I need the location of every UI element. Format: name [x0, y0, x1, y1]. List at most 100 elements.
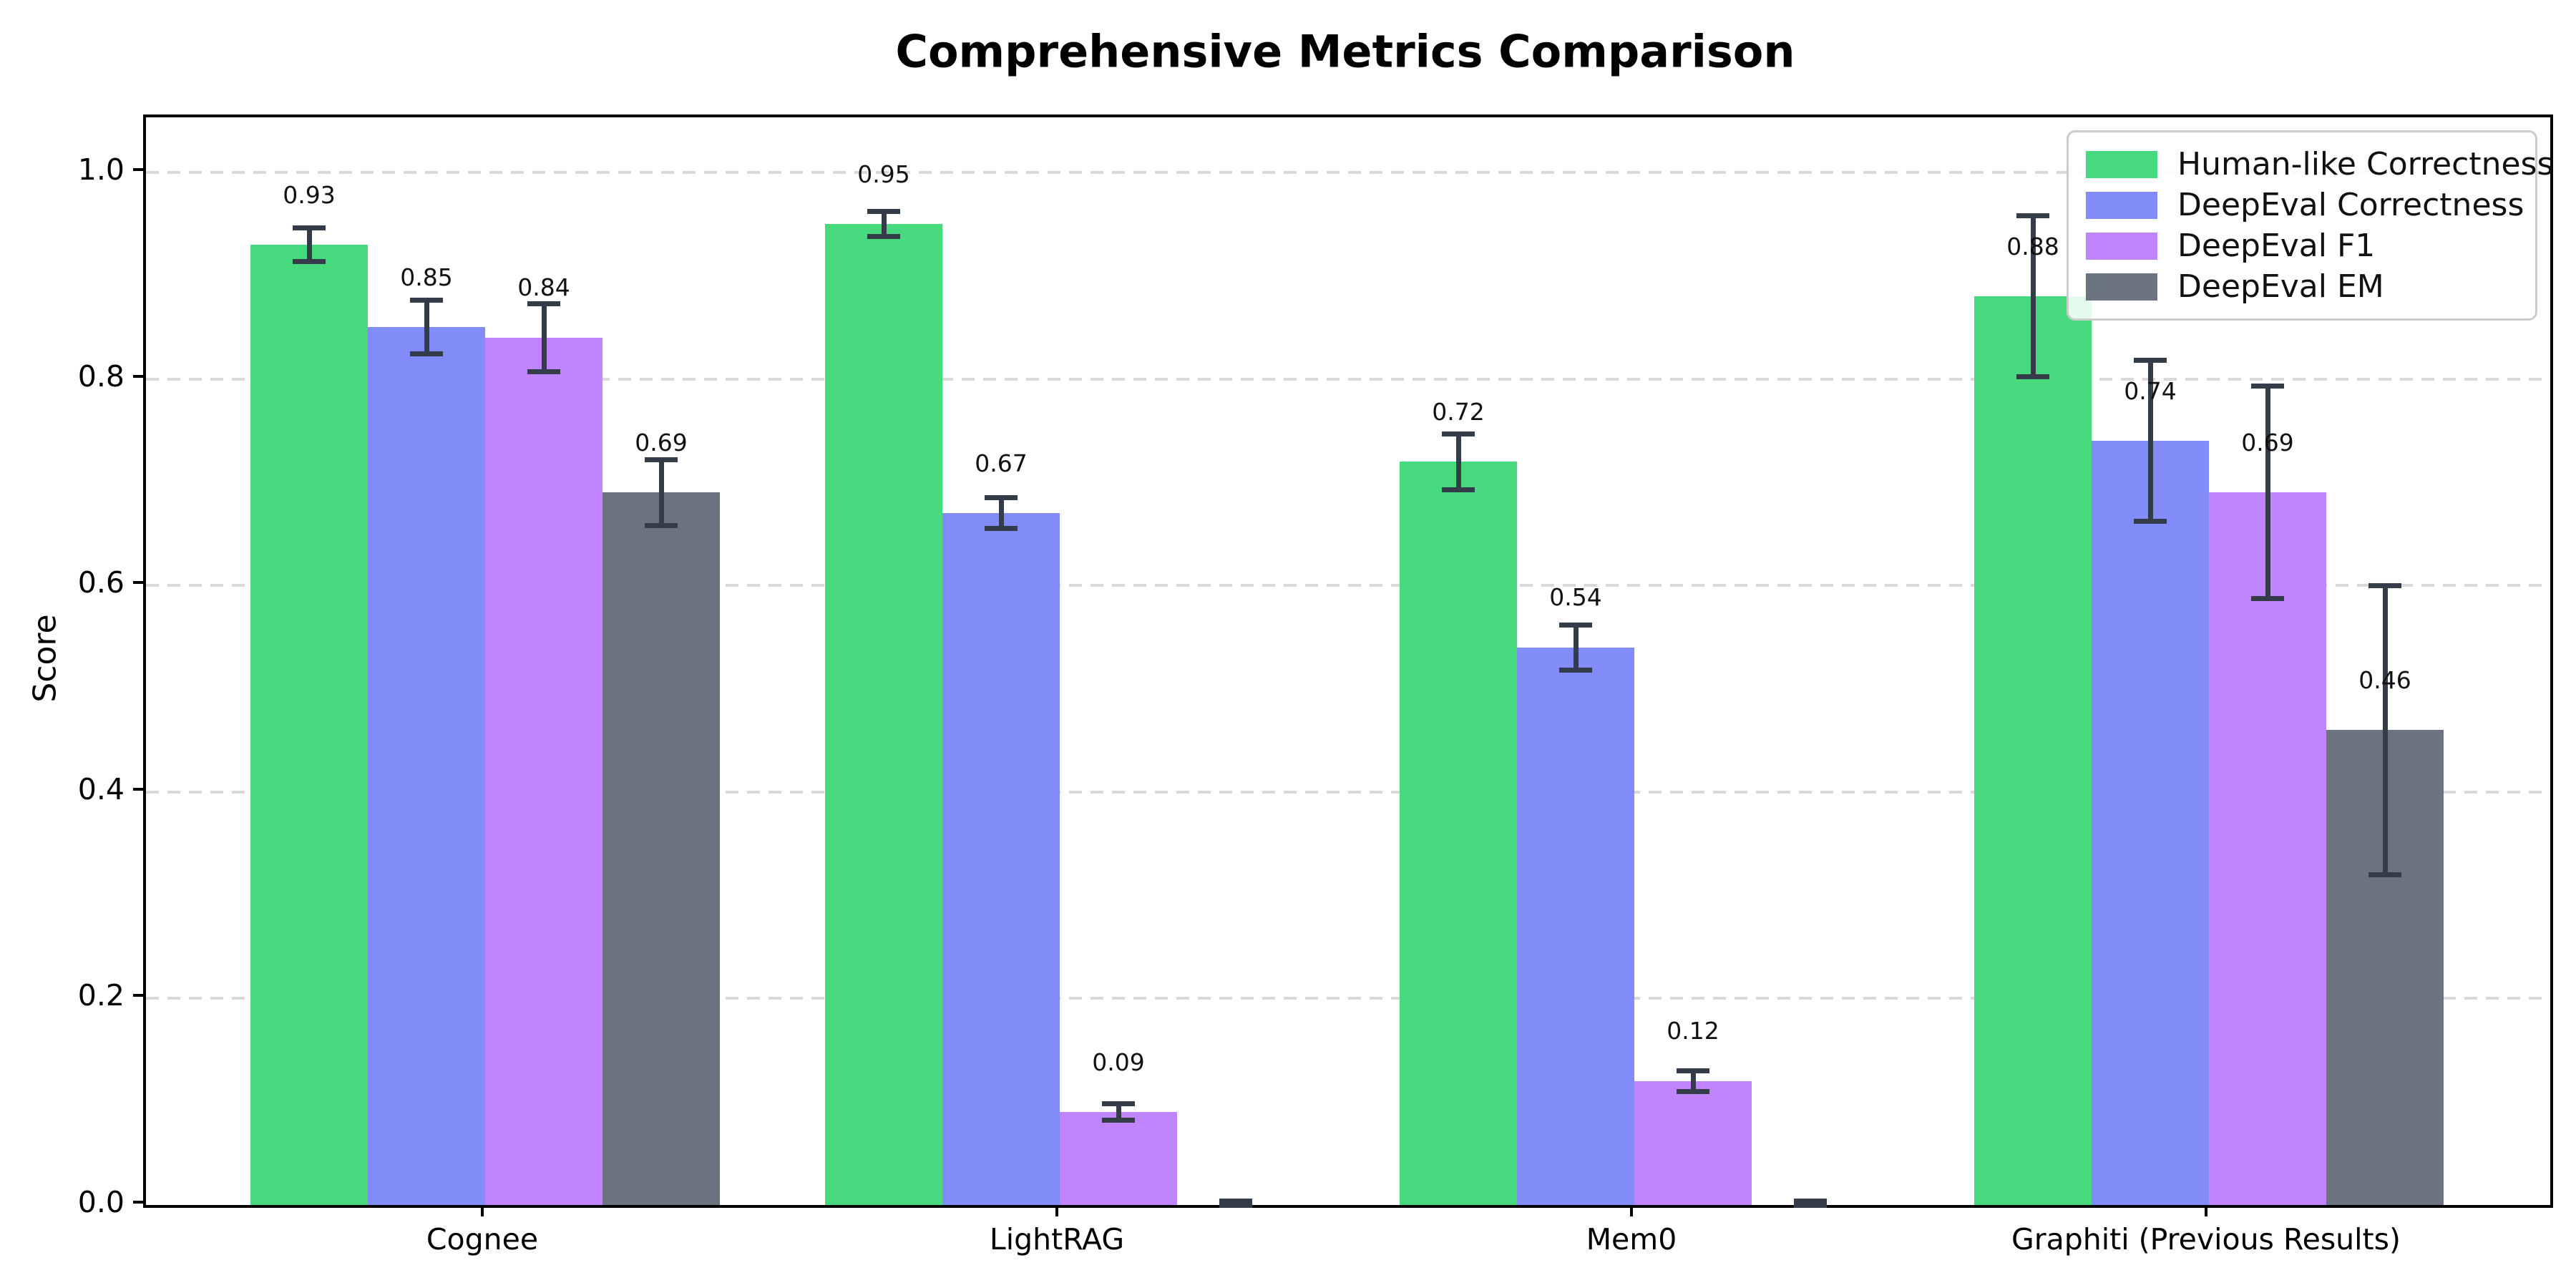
error-bar-cap-bottom	[867, 233, 900, 239]
error-bar-line	[881, 211, 887, 237]
error-bar-cap-bottom	[985, 526, 1018, 532]
value-label: 0.09	[1092, 1048, 1145, 1076]
y-tick-label: 0.8	[77, 358, 125, 394]
error-bar-cap-bottom	[527, 369, 560, 374]
error-bar-cap-top	[2368, 582, 2401, 588]
legend-swatch	[2086, 150, 2157, 178]
x-tick-label: Cognee	[426, 1222, 539, 1257]
value-label: 0.84	[517, 273, 570, 302]
error-bar-cap-top	[2251, 384, 2284, 389]
bar	[1634, 1080, 1752, 1205]
gridline	[146, 584, 2550, 587]
error-bar-line	[1455, 434, 1461, 490]
error-bar-cap-bottom	[645, 523, 678, 529]
error-bar-cap-bottom	[2016, 374, 2049, 380]
error-bar-line	[998, 497, 1004, 529]
y-tick-label: 0.2	[77, 978, 125, 1013]
error-bar-cap-top	[2134, 358, 2167, 364]
legend-row: Human-like Correctness	[2086, 144, 2553, 185]
bar	[2092, 441, 2209, 1205]
bar	[602, 492, 720, 1205]
value-label: 0.72	[1432, 397, 1485, 426]
error-bar-cap-bottom	[1794, 1202, 1827, 1208]
value-label: 0.69	[635, 428, 688, 457]
legend-row: DeepEval EM	[2086, 266, 2518, 307]
error-bar-line	[1573, 625, 1579, 670]
legend-swatch	[2086, 273, 2157, 301]
gridline	[146, 377, 2550, 381]
error-bar-cap-bottom	[2251, 596, 2284, 602]
error-bar-cap-top	[985, 495, 1018, 501]
error-bar-cap-top	[527, 301, 560, 306]
bar	[825, 224, 942, 1205]
error-bar-line	[2382, 585, 2388, 875]
legend-swatch	[2086, 232, 2157, 260]
error-bar-line	[2265, 386, 2270, 599]
value-label: 0.12	[1667, 1017, 1719, 1045]
value-label: 0.95	[857, 160, 910, 188]
bar	[942, 513, 1060, 1205]
error-bar-cap-top	[1559, 622, 1592, 628]
error-bar-cap-top	[1219, 1198, 1252, 1204]
y-axis-label: Score	[26, 614, 64, 703]
chart-title: Comprehensive Metrics Comparison	[895, 25, 1795, 78]
error-bar-cap-bottom	[1219, 1202, 1252, 1208]
value-label: 0.74	[2124, 376, 2177, 405]
y-tick-mark	[133, 581, 143, 585]
error-bar-line	[306, 228, 312, 262]
legend-swatch	[2086, 191, 2157, 219]
y-tick-label: 0.6	[77, 565, 125, 600]
x-tick-label: Graphiti (Previous Results)	[2011, 1222, 2401, 1257]
value-label: 0.93	[283, 180, 336, 209]
value-label: 0.88	[2006, 232, 2059, 260]
bar	[2209, 492, 2326, 1205]
bar	[1517, 647, 1634, 1205]
error-bar-line	[541, 303, 547, 372]
error-bar-cap-top	[1794, 1198, 1827, 1204]
bar	[1060, 1112, 1177, 1205]
x-tick-mark	[2205, 1205, 2207, 1216]
error-bar-cap-top	[1677, 1068, 1709, 1073]
bar	[1400, 462, 1517, 1205]
legend-label: DeepEval Correctness	[2177, 187, 2524, 223]
x-tick-mark	[1055, 1205, 1058, 1216]
x-tick-mark	[481, 1205, 484, 1216]
value-label: 0.67	[975, 449, 1028, 477]
gridline	[146, 997, 2550, 1000]
y-tick-mark	[133, 994, 143, 997]
value-label: 0.69	[2241, 428, 2294, 457]
y-tick-label: 1.0	[77, 152, 125, 187]
y-tick-mark	[133, 168, 143, 171]
y-tick-label: 0.4	[77, 771, 125, 806]
error-bar-cap-top	[645, 457, 678, 462]
y-tick-mark	[133, 787, 143, 791]
y-tick-mark	[133, 374, 143, 378]
error-bar-cap-bottom	[2134, 519, 2167, 525]
legend-label: Human-like Correctness	[2177, 146, 2554, 182]
gridline	[146, 790, 2550, 794]
error-bar-cap-bottom	[1102, 1118, 1135, 1123]
bar	[485, 337, 602, 1205]
error-bar-line	[1116, 1103, 1121, 1121]
y-tick-mark	[133, 1201, 143, 1204]
error-bar-cap-top	[410, 298, 443, 303]
bar	[368, 327, 485, 1205]
y-tick-label: 0.0	[77, 1185, 125, 1219]
legend-label: DeepEval F1	[2177, 228, 2376, 264]
legend-label: DeepEval EM	[2177, 268, 2384, 305]
x-tick-mark	[1630, 1205, 1633, 1216]
error-bar-cap-top	[1102, 1101, 1135, 1107]
value-label: 0.46	[2358, 665, 2411, 694]
gridline	[146, 171, 2550, 174]
error-bar-cap-bottom	[2368, 872, 2401, 877]
error-bar-cap-top	[1442, 431, 1475, 436]
error-bar-cap-bottom	[1677, 1088, 1709, 1094]
error-bar-cap-bottom	[1559, 668, 1592, 673]
x-tick-label: LightRAG	[989, 1222, 1125, 1257]
error-bar-line	[424, 300, 429, 354]
error-bar-cap-bottom	[293, 258, 326, 264]
error-bar-cap-bottom	[1442, 487, 1475, 492]
legend: Human-like Correctness DeepEval Correctne…	[2067, 130, 2553, 321]
legend-row: DeepEval Correctness	[2086, 185, 2524, 225]
